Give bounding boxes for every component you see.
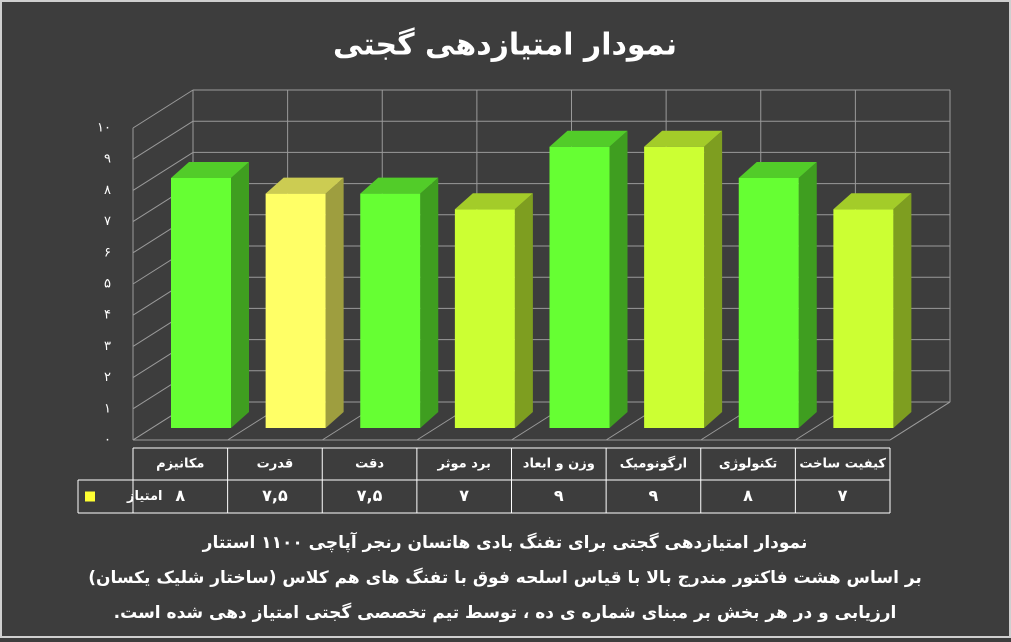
chart-title: نمودار امتیازدهی گجتی <box>333 27 677 63</box>
x-tick-label: وزن و ابعاد <box>523 457 595 472</box>
data-label: ۹ <box>649 486 659 505</box>
bar <box>171 178 231 428</box>
bar-side <box>514 193 533 428</box>
grid-line <box>132 120 194 160</box>
bar-top <box>644 130 723 147</box>
bar <box>833 209 894 428</box>
bar <box>454 209 515 428</box>
y-tick-label: ۴ <box>104 308 111 323</box>
x-tick-label: تکنولوژی <box>719 457 777 472</box>
bar <box>360 193 421 428</box>
footnote: ارزیابی و در هر بخش بر مبنای شماره ی ده … <box>114 602 897 623</box>
data-label: ۸ <box>743 486 753 505</box>
bar <box>265 193 326 428</box>
y-tick-label: ۹ <box>104 152 111 167</box>
y-tick-label: ۶ <box>104 245 111 260</box>
footnote: بر اساس هشت فاکتور مندرج بالا با قیاس اس… <box>88 567 922 588</box>
y-tick-label: ۲ <box>104 370 111 385</box>
bar-top <box>360 177 439 194</box>
data-label: ۹ <box>554 486 564 505</box>
data-label: ۷,۵ <box>357 486 383 505</box>
data-label: ۷ <box>459 486 469 505</box>
bar-top <box>454 193 533 210</box>
bar-side <box>420 177 439 428</box>
grid-line <box>889 401 951 441</box>
x-tick-label: کیفیت ساخت <box>799 457 886 472</box>
bar-side <box>609 130 628 428</box>
legend-swatch <box>85 491 95 502</box>
y-tick-label: ۸ <box>104 183 111 198</box>
bar-top <box>738 162 817 178</box>
data-label: ۸ <box>175 486 185 505</box>
y-tick-label: ۳ <box>104 339 111 354</box>
x-tick-label: مکانیزم <box>156 457 204 472</box>
bar-side <box>325 177 344 428</box>
bar-side <box>704 130 723 428</box>
bar-side <box>231 162 249 428</box>
x-tick-label: ارگونومیک <box>620 456 687 472</box>
x-tick-label: برد موثر <box>437 457 491 472</box>
y-tick-label: ۵ <box>104 277 111 292</box>
bar <box>549 146 610 428</box>
bar-top <box>549 130 628 147</box>
y-tick-label: ۱ <box>104 401 111 416</box>
y-tick-label: ۱۰ <box>97 121 111 136</box>
bar-top <box>171 162 249 178</box>
x-tick-label: دقت <box>355 457 384 472</box>
x-tick-label: قدرت <box>257 457 294 472</box>
footnote: نمودار امتیازدهی گجتی برای تفنگ بادی هات… <box>202 531 808 553</box>
bar-top <box>265 177 344 194</box>
bar-side <box>798 162 817 428</box>
bar <box>738 178 799 428</box>
y-tick-label: ۰ <box>104 433 111 448</box>
legend-label: امتیاز <box>126 489 162 504</box>
grid-line <box>132 89 194 129</box>
bar-top <box>833 193 912 210</box>
y-tick-label: ۷ <box>104 214 111 229</box>
bar <box>644 146 705 428</box>
bar-side <box>893 193 912 428</box>
data-label: ۷ <box>838 486 848 505</box>
data-label: ۷,۵ <box>262 486 288 505</box>
grid-line <box>132 151 194 191</box>
